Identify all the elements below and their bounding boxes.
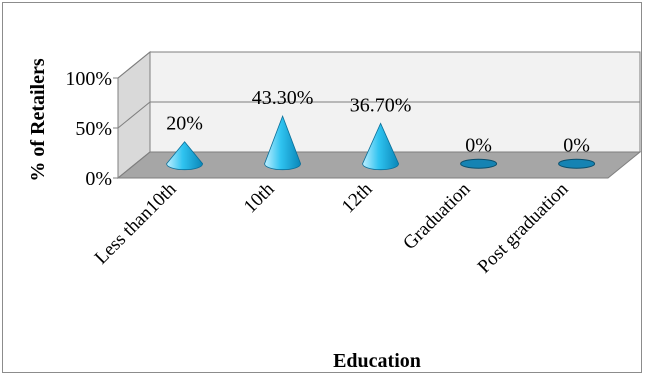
x-tick-labels: Less than10th 10th 12th Graduation Post grad… (91, 178, 573, 277)
data-label: 20% (166, 113, 203, 135)
gridline (117, 101, 640, 129)
data-label: 36.70% (350, 94, 412, 116)
cone (362, 122, 400, 171)
cone-base-flat (558, 158, 596, 169)
gridline (117, 151, 640, 179)
chart-marks (166, 114, 596, 171)
y-tick-label: 0% (85, 168, 112, 190)
cone (166, 141, 204, 171)
x-tick-label: Post graduation (474, 178, 573, 277)
data-labels: 20% 43.30% 36.70% 0% 0% (166, 87, 590, 157)
data-label: 0% (465, 135, 492, 157)
cone-base-flat (460, 158, 498, 169)
y-tick-labels: 0% 50% 100% (65, 68, 112, 190)
x-axis-title: Education (333, 350, 421, 372)
gridline (117, 51, 640, 79)
x-tick-label: Less than10th (91, 178, 181, 268)
data-label: 43.30% (252, 87, 314, 109)
y-tick-label: 100% (65, 68, 112, 90)
x-tick-label: 12th (338, 178, 377, 217)
gridlines (117, 51, 640, 179)
y-tick-label: 50% (75, 118, 112, 140)
x-tick-label: Graduation (399, 178, 475, 254)
y-axis-title: % of Retailers (27, 58, 49, 182)
x-tick-label: 10th (240, 178, 279, 217)
data-label: 0% (563, 135, 590, 157)
axis-lines (113, 77, 608, 179)
cone (264, 114, 302, 171)
